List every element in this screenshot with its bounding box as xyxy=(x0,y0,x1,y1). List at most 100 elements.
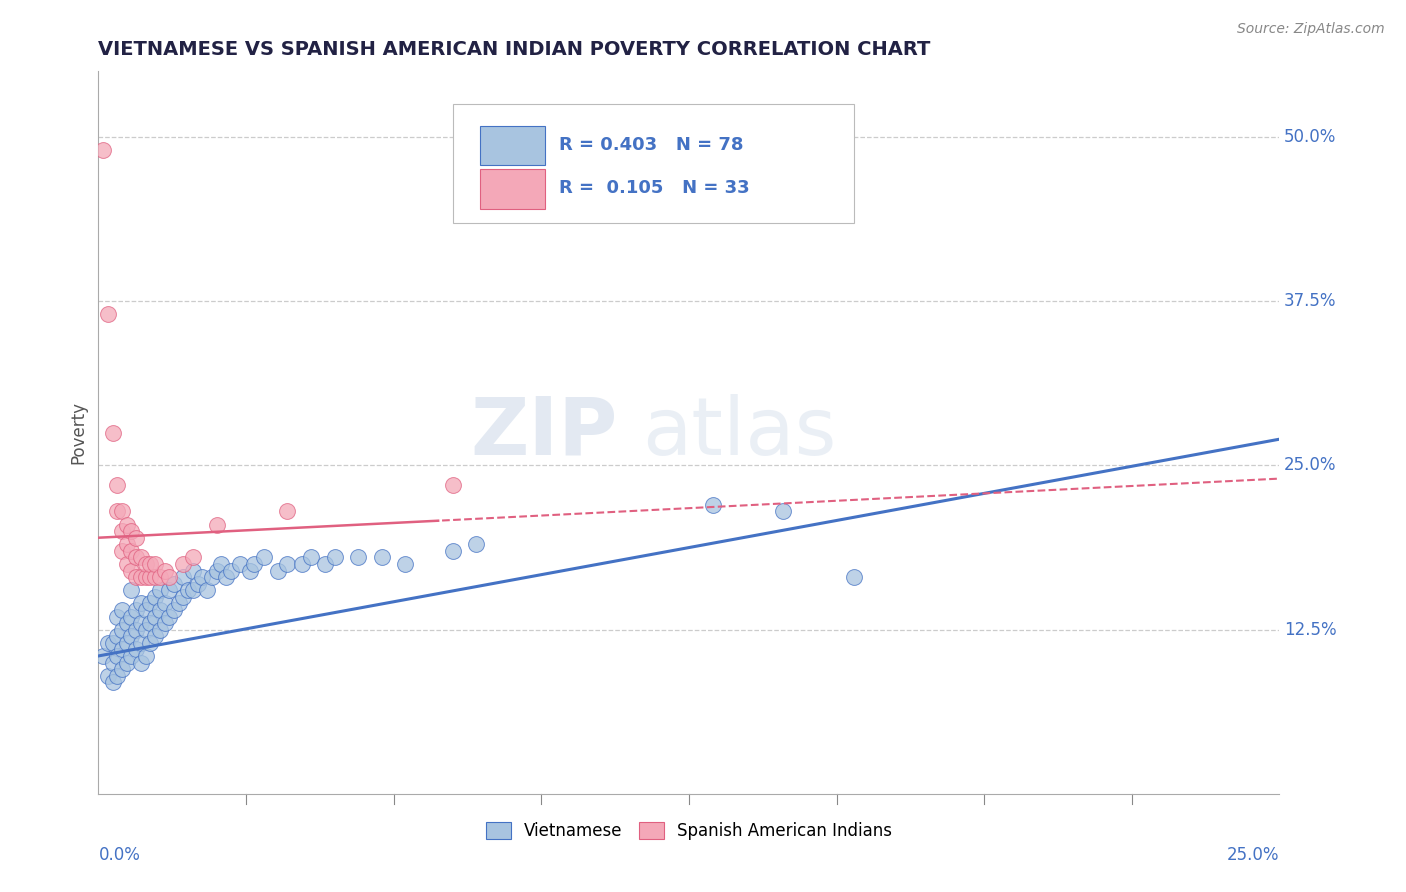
FancyBboxPatch shape xyxy=(479,126,546,165)
Point xyxy=(129,570,152,584)
Point xyxy=(172,557,194,571)
Point xyxy=(125,570,148,584)
Point xyxy=(105,648,128,663)
Point xyxy=(205,564,228,578)
Point xyxy=(121,629,143,643)
Point xyxy=(153,596,176,610)
Point xyxy=(97,636,120,650)
Point xyxy=(394,557,416,571)
Point xyxy=(163,603,186,617)
Point xyxy=(101,656,124,670)
Point xyxy=(143,570,166,584)
Y-axis label: Poverty: Poverty xyxy=(69,401,87,464)
Point xyxy=(121,564,143,578)
Point xyxy=(157,609,180,624)
Point xyxy=(135,557,157,571)
Point xyxy=(111,524,134,538)
Point xyxy=(201,570,224,584)
Text: VIETNAMESE VS SPANISH AMERICAN INDIAN POVERTY CORRELATION CHART: VIETNAMESE VS SPANISH AMERICAN INDIAN PO… xyxy=(98,39,931,59)
Point xyxy=(105,668,128,682)
Point xyxy=(187,576,209,591)
Point xyxy=(139,636,162,650)
Point xyxy=(105,629,128,643)
Point xyxy=(115,636,138,650)
Point xyxy=(139,557,162,571)
Point xyxy=(172,590,194,604)
Text: Source: ZipAtlas.com: Source: ZipAtlas.com xyxy=(1237,22,1385,37)
Point xyxy=(105,478,128,492)
Point xyxy=(101,675,124,690)
Point xyxy=(129,656,152,670)
Point xyxy=(135,623,157,637)
Point xyxy=(181,583,204,598)
Point xyxy=(314,557,336,571)
Text: 25.0%: 25.0% xyxy=(1284,457,1337,475)
Point xyxy=(267,564,290,578)
Point xyxy=(91,648,114,663)
Point xyxy=(195,583,218,598)
Point xyxy=(111,504,134,518)
Point xyxy=(121,648,143,663)
Point xyxy=(172,570,194,584)
Point xyxy=(253,550,276,565)
Point xyxy=(143,629,166,643)
Point xyxy=(702,498,724,512)
Point xyxy=(219,564,242,578)
Point xyxy=(101,636,124,650)
Point xyxy=(125,603,148,617)
Point xyxy=(135,570,157,584)
Text: 0.0%: 0.0% xyxy=(98,846,141,863)
Point xyxy=(129,636,152,650)
Point xyxy=(290,557,312,571)
Point xyxy=(191,570,214,584)
Point xyxy=(371,550,394,565)
FancyBboxPatch shape xyxy=(453,103,855,223)
Point xyxy=(181,550,204,565)
Point xyxy=(125,642,148,657)
Point xyxy=(105,504,128,518)
Point xyxy=(209,557,232,571)
Legend: Vietnamese, Spanish American Indians: Vietnamese, Spanish American Indians xyxy=(479,815,898,847)
Point xyxy=(215,570,238,584)
Point xyxy=(323,550,346,565)
Point xyxy=(149,570,172,584)
Point xyxy=(111,642,134,657)
Point xyxy=(125,531,148,545)
Text: 37.5%: 37.5% xyxy=(1284,293,1337,310)
Point xyxy=(149,623,172,637)
Text: ZIP: ZIP xyxy=(471,393,619,472)
Text: R = 0.403   N = 78: R = 0.403 N = 78 xyxy=(560,136,744,154)
Point xyxy=(139,570,162,584)
Point xyxy=(115,616,138,631)
Point xyxy=(111,662,134,676)
Point xyxy=(243,557,266,571)
Point xyxy=(139,616,162,631)
Point xyxy=(101,425,124,440)
Point xyxy=(129,550,152,565)
Point xyxy=(115,656,138,670)
Point xyxy=(149,583,172,598)
Point xyxy=(143,609,166,624)
Point xyxy=(347,550,370,565)
Point xyxy=(276,504,298,518)
Point xyxy=(149,603,172,617)
Point xyxy=(143,557,166,571)
FancyBboxPatch shape xyxy=(479,169,546,209)
Point xyxy=(111,623,134,637)
Point xyxy=(441,478,464,492)
Point xyxy=(97,307,120,321)
Point xyxy=(111,603,134,617)
Point xyxy=(129,616,152,631)
Point xyxy=(115,517,138,532)
Point xyxy=(157,583,180,598)
Point xyxy=(125,550,148,565)
Point xyxy=(135,603,157,617)
Point xyxy=(157,570,180,584)
Point xyxy=(97,668,120,682)
Text: atlas: atlas xyxy=(641,393,837,472)
Point xyxy=(139,596,162,610)
Point xyxy=(121,609,143,624)
Point xyxy=(111,544,134,558)
Point xyxy=(239,564,262,578)
Point xyxy=(205,517,228,532)
